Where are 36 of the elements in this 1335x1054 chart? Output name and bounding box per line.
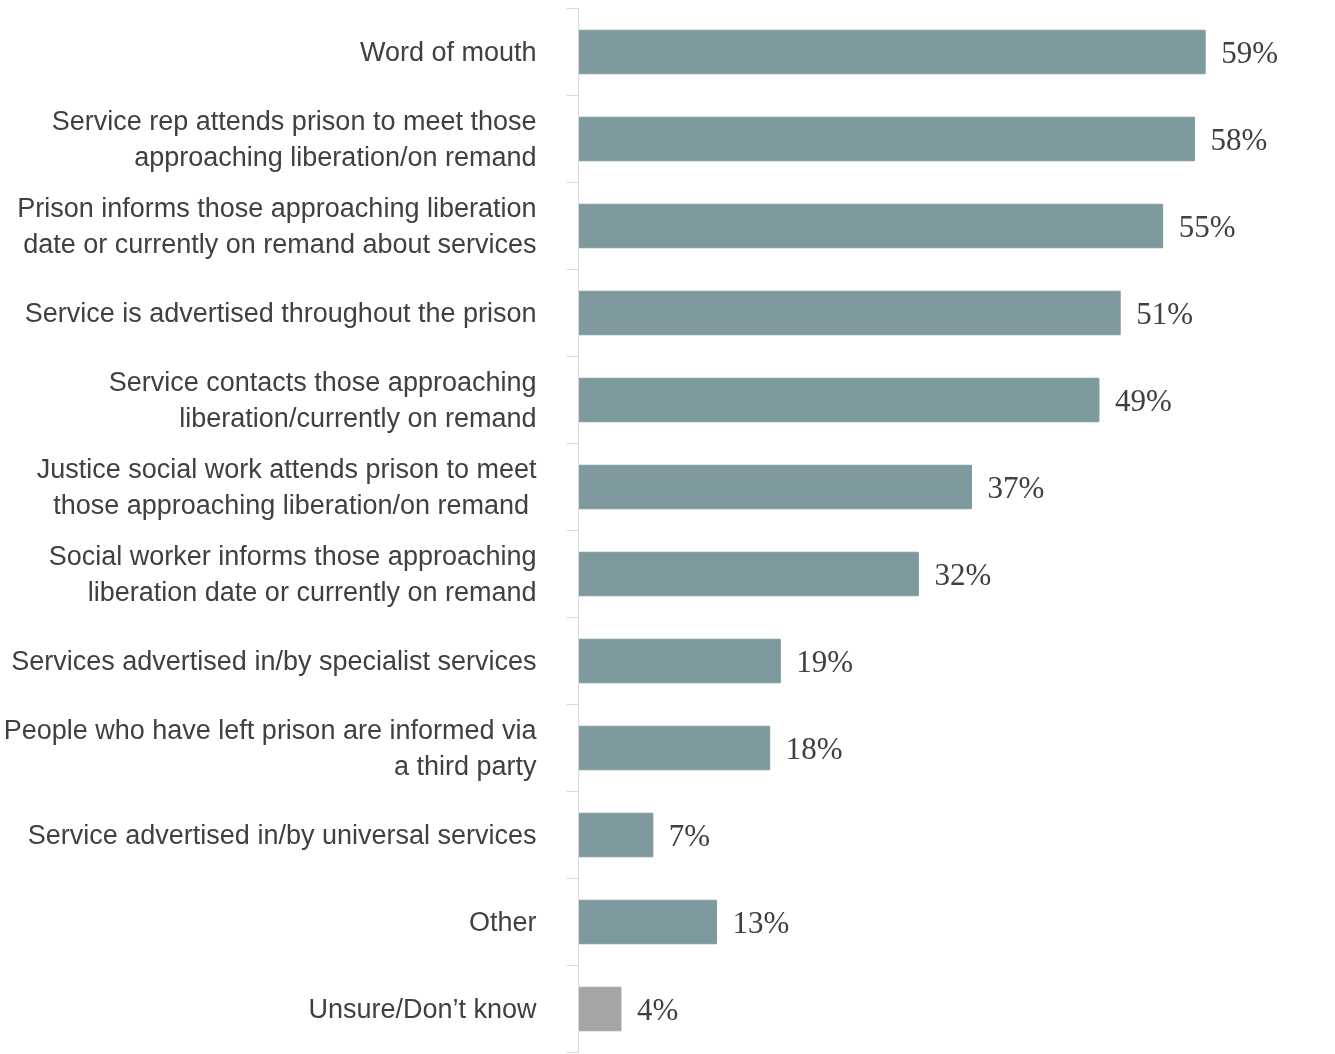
y-tick-label: Word of mouth [359,37,537,67]
bar [578,986,622,1032]
bar [578,116,1196,162]
bar [578,551,919,597]
data-label: 51% [1136,295,1194,331]
data-label: 49% [1114,382,1172,418]
y-tick-label: Service contacts those approaching liberation/currently on remand [108,367,537,433]
data-label: 18% [785,730,843,766]
bar [578,725,771,771]
y-tick-label: Other [468,907,537,937]
data-label: 55% [1178,208,1236,244]
y-tick-label: Prison informs those approaching liberation date or currently on remand about services [17,193,537,259]
data-label: 58% [1210,121,1268,157]
data-label: 13% [732,904,790,940]
bar [578,203,1164,249]
y-tick-label: Unsure/Don’t know [308,994,537,1024]
y-tick-label: Justice social work attends prison to meet those approaching liberation/on remand [36,454,537,520]
data-label: 32% [934,556,992,592]
y-tick-label: Service advertised in/by universal services [27,820,537,850]
data-label: 4% [636,991,679,1027]
bar [578,899,718,945]
bar [578,29,1206,75]
bar [578,377,1100,423]
y-tick-label: Services advertised in/by specialist services [11,646,537,676]
data-label: 19% [796,643,854,679]
y-tick-label: Service is advertised throughout the prison [24,298,537,328]
data-label: 59% [1221,34,1278,70]
bar [578,638,781,684]
y-tick-label: Service rep attends prison to meet those approaching liberation/on remand [51,106,537,172]
y-tick-label: Social worker informs those approaching liberation date or currently on remand [48,541,537,607]
bar [578,290,1121,336]
bar [578,812,654,858]
bar [578,464,972,510]
data-label: 7% [668,817,711,853]
y-tick-label: People who have left prison are informed via a third party [3,715,538,781]
data-label: 37% [987,469,1045,505]
